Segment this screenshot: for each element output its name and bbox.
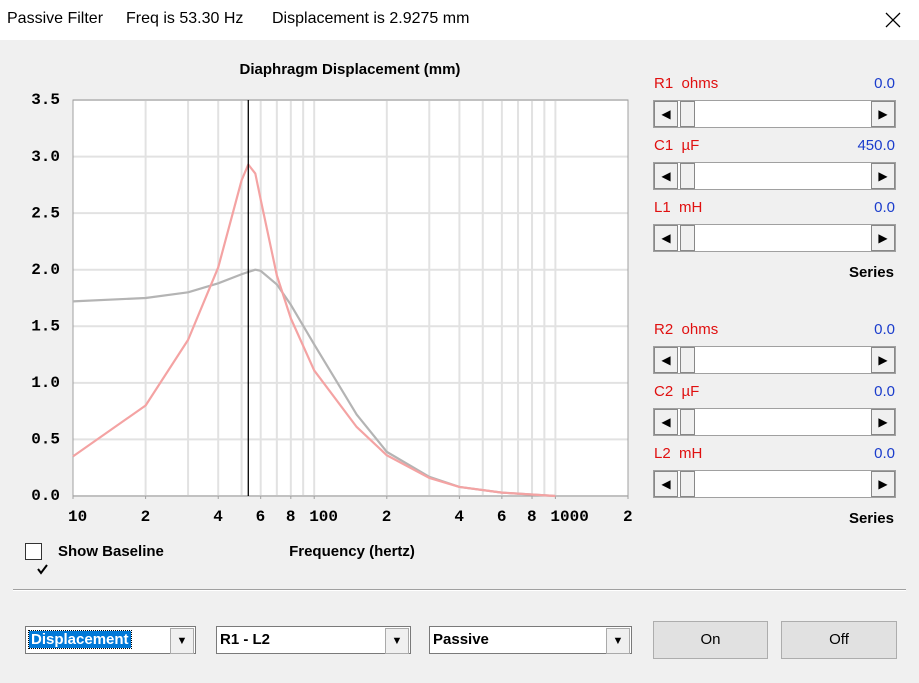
slider-right-button[interactable]: ▶ [871, 471, 895, 497]
y-tick-label: 0.0 [31, 487, 60, 505]
slider-label: L1 mH [654, 199, 703, 216]
slider[interactable]: ◀ ▶ [653, 470, 896, 498]
checkmark [37, 564, 48, 575]
slider-label: C2 µF [654, 383, 700, 400]
plot-border [72, 99, 629, 497]
separator [13, 589, 906, 591]
checkbox-label[interactable]: Show Baseline [58, 543, 164, 560]
y-tick-label: 1.0 [31, 374, 60, 392]
slider[interactable]: ◀ ▶ [653, 162, 896, 190]
slider-label: C1 µF [654, 137, 700, 154]
button[interactable]: On [653, 621, 768, 659]
x-tick-label: 2 [382, 508, 392, 526]
dropdown-arrow[interactable]: ▼ [606, 628, 630, 654]
chart-title: Diaphragm Displacement (mm) [240, 61, 461, 78]
dropdown-arrow[interactable]: ▼ [385, 628, 409, 654]
slider-value: 0.0 [874, 445, 895, 462]
slider-thumb[interactable] [680, 347, 695, 373]
dropdown-text: R1 - L2 [220, 631, 271, 648]
slider[interactable]: ◀ ▶ [653, 100, 896, 128]
slider-right-button[interactable]: ▶ [871, 163, 895, 189]
dropdown-arrow[interactable]: ▼ [170, 628, 194, 654]
slider[interactable]: ◀ ▶ [653, 346, 896, 374]
x-axis-label: Frequency (hertz) [289, 543, 415, 560]
title-bar: Passive Filter Freq is 53.30 Hz Displace… [0, 0, 919, 40]
close-button[interactable] [885, 12, 901, 28]
slider-thumb[interactable] [680, 471, 695, 497]
y-tick-label: 2.0 [31, 261, 60, 279]
x-tick-label: 2 [623, 508, 633, 526]
slider-value: 0.0 [874, 383, 895, 400]
data-line [72, 163, 556, 498]
slider-value: 0.0 [874, 199, 895, 216]
dropdown[interactable]: Displacement ▼ [25, 626, 196, 654]
x-tick-label: 2 [141, 508, 151, 526]
x-tick-label: 10 [68, 508, 87, 526]
y-tick-label: 3.0 [31, 148, 60, 166]
slider-right-button[interactable]: ▶ [871, 347, 895, 373]
check-mark [37, 564, 48, 575]
slider-right-button[interactable]: ▶ [871, 101, 895, 127]
x-tick-label: 6 [256, 508, 266, 526]
slider-thumb[interactable] [680, 409, 695, 435]
slider[interactable]: ◀ ▶ [653, 408, 896, 436]
x-tick-label: 1000 [550, 508, 588, 526]
x-tick-label: 8 [286, 508, 296, 526]
checkbox[interactable] [25, 543, 48, 575]
slider-label: L2 mH [654, 445, 703, 462]
slider-right-button[interactable]: ▶ [871, 409, 895, 435]
window-title: Passive Filter [7, 10, 104, 27]
freq-status: Freq is 53.30 Hz [126, 10, 244, 27]
slider-right-button[interactable]: ▶ [871, 225, 895, 251]
slider-left-button[interactable]: ◀ [654, 225, 678, 251]
slider-thumb[interactable] [680, 101, 695, 127]
slider-left-button[interactable]: ◀ [654, 163, 678, 189]
chart: Diaphragm Displacement (mm) Frequency (h… [31, 61, 633, 560]
slider-thumb[interactable] [680, 225, 695, 251]
y-tick-label: 2.5 [31, 204, 60, 222]
slider-value: 0.0 [874, 75, 895, 92]
x-tick-label: 6 [497, 508, 507, 526]
slider-left-button[interactable]: ◀ [654, 471, 678, 497]
slider-label: R1 ohms [654, 75, 719, 92]
slider-value: 450.0 [857, 137, 895, 154]
slider-value: 0.0 [874, 321, 895, 338]
displacement-status: Displacement is 2.9275 mm [272, 10, 470, 27]
y-tick-label: 1.5 [31, 318, 60, 336]
group-footer: Series [848, 510, 894, 527]
dropdown[interactable]: R1 - L2 ▼ [216, 626, 411, 654]
dropdown-text: Passive [433, 631, 489, 648]
x-tick-label: 100 [309, 508, 338, 526]
x-tick-label: 4 [213, 508, 223, 526]
x-tick-label: 4 [454, 508, 464, 526]
dropdown-text: Displacement [28, 630, 132, 649]
group-footer: Series [848, 264, 894, 281]
slider-left-button[interactable]: ◀ [654, 409, 678, 435]
button[interactable]: Off [781, 621, 897, 659]
x-tick-label: 8 [527, 508, 537, 526]
y-tick-label: 3.5 [31, 91, 60, 109]
slider-left-button[interactable]: ◀ [654, 347, 678, 373]
dropdown[interactable]: Passive ▼ [429, 626, 632, 654]
slider-left-button[interactable]: ◀ [654, 101, 678, 127]
slider-thumb[interactable] [680, 163, 695, 189]
slider-label: R2 ohms [654, 321, 719, 338]
slider[interactable]: ◀ ▶ [653, 224, 896, 252]
y-tick-label: 0.5 [31, 431, 60, 449]
